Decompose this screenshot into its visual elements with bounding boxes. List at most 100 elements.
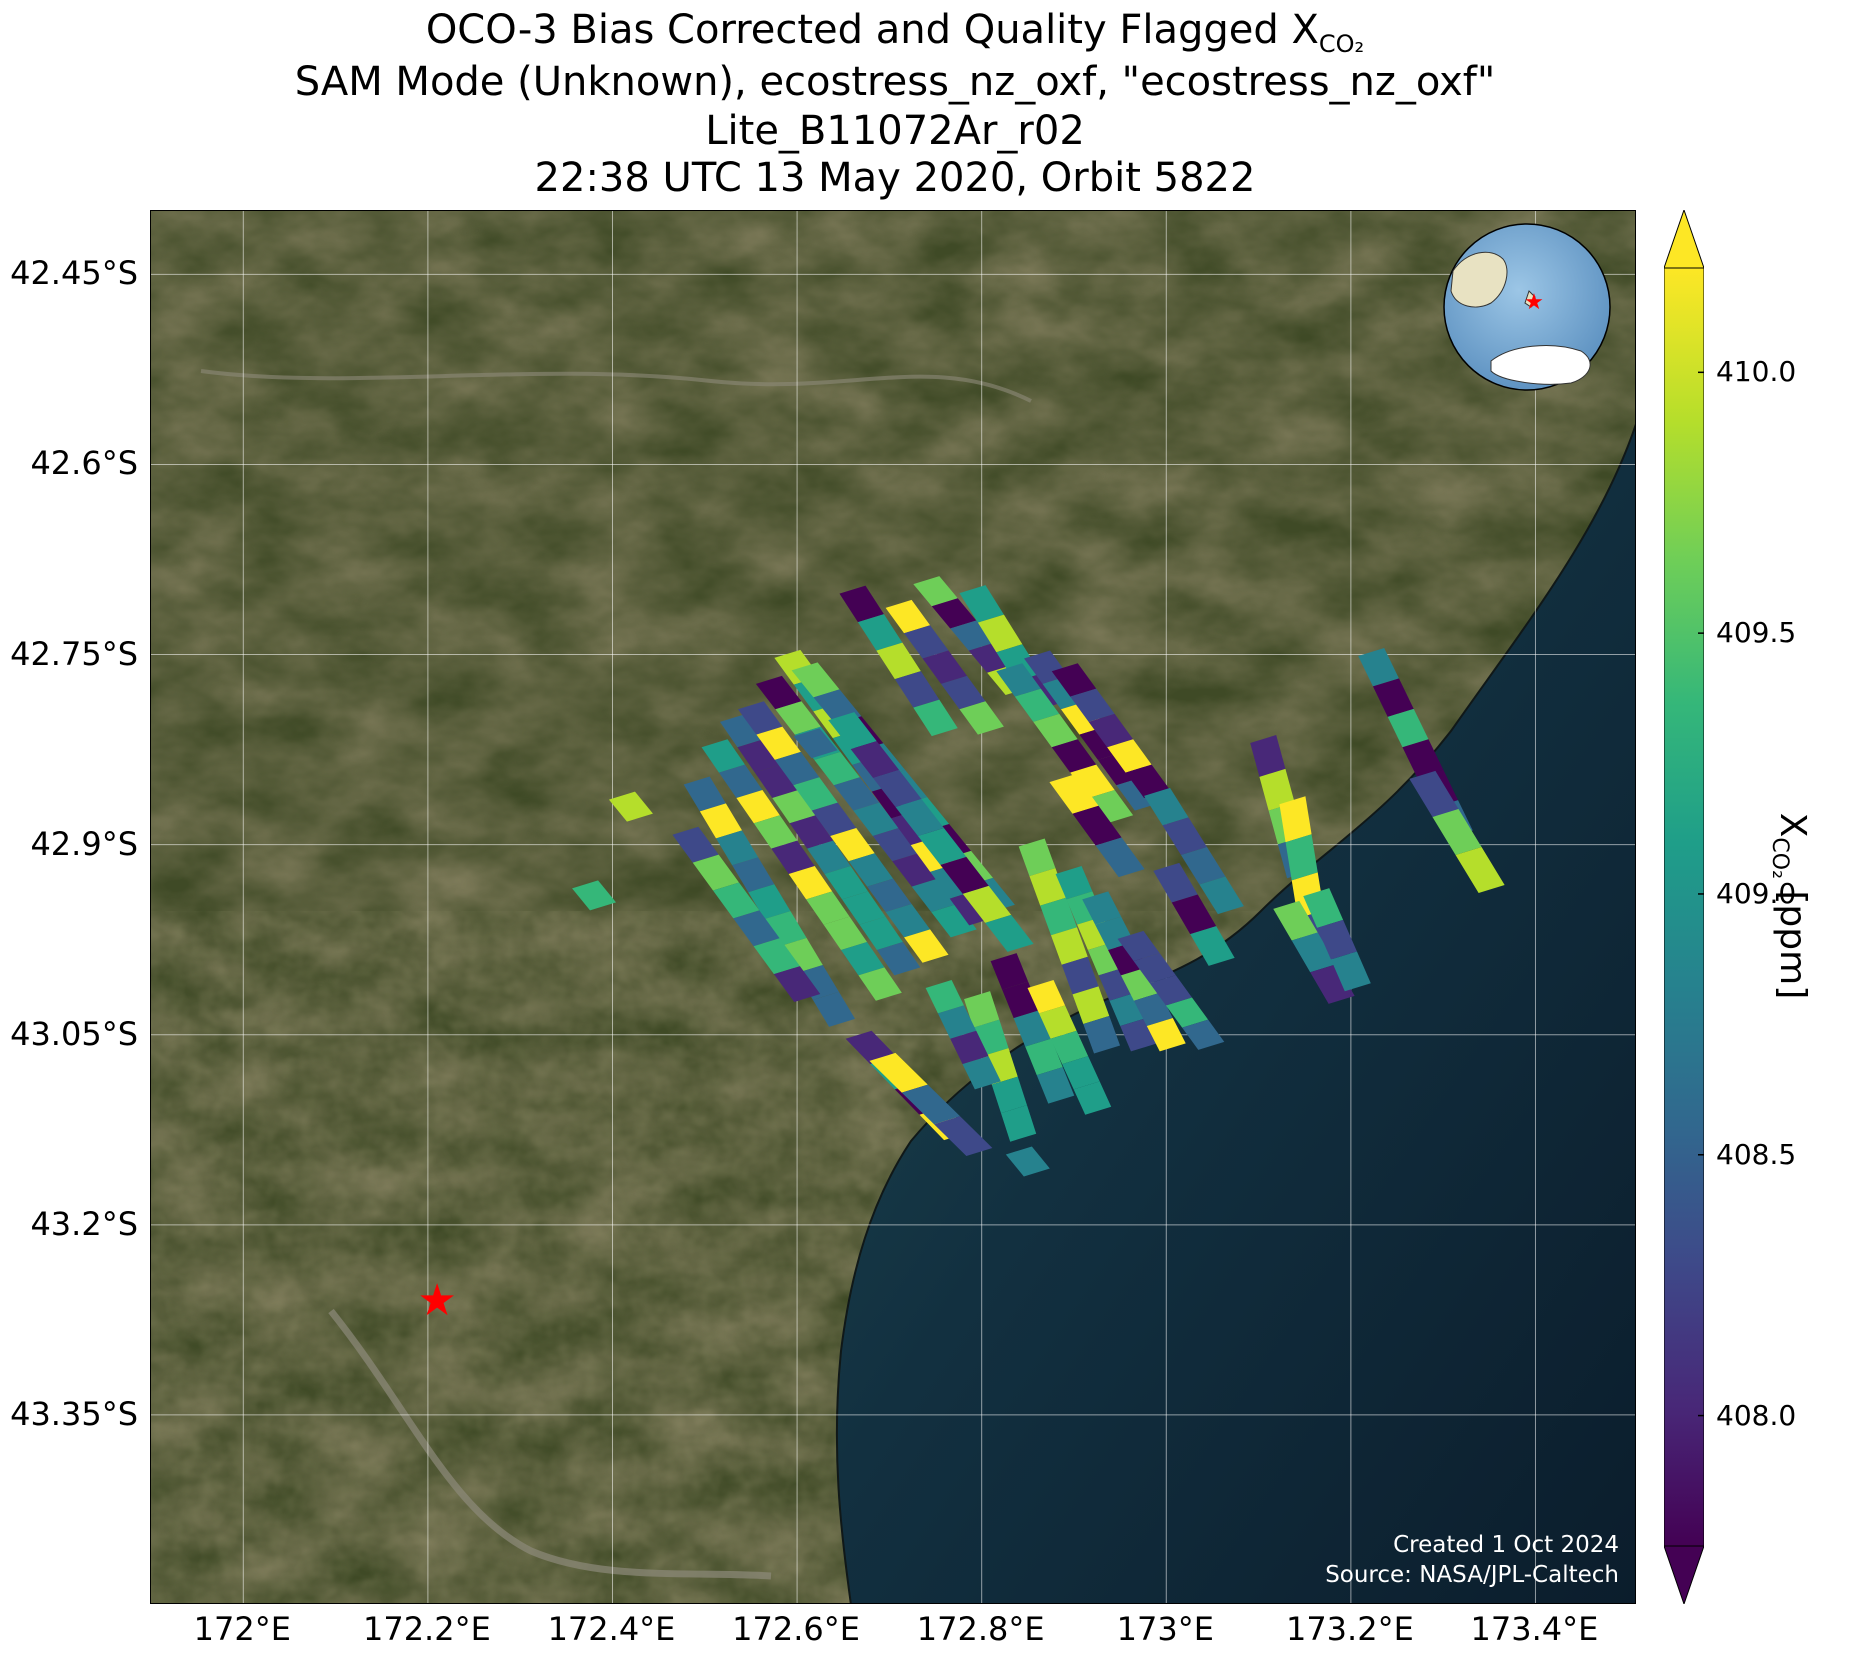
lat-tick-label: 43.35°S — [10, 1394, 138, 1433]
lon-tick-label: 172.2°E — [362, 1610, 491, 1648]
sounding-footprint — [833, 777, 880, 811]
sounding-footprint — [753, 938, 800, 975]
sounding-footprint — [962, 885, 1012, 923]
sounding-footprint — [1051, 739, 1097, 773]
sounding-footprint — [934, 1116, 993, 1156]
sounding-footprint — [1317, 919, 1357, 960]
sounding-footprint — [1330, 951, 1371, 992]
sounding-footprint — [756, 726, 801, 760]
sounding-footprint — [1050, 1030, 1089, 1065]
map-panel[interactable]: ★ ★ Created 1 Oct 2024 Source: NASA/JPL-… — [150, 210, 1636, 1604]
sounding-footprint — [876, 642, 921, 680]
sounding-footprint — [1279, 796, 1312, 843]
sounding-footprint — [1149, 975, 1192, 1006]
sounding-footprint — [1107, 739, 1152, 773]
sounding-footprint — [991, 1076, 1027, 1114]
sounding-footprint — [1039, 1005, 1077, 1039]
sounding-footprint — [1165, 997, 1209, 1028]
sounding-footprint — [788, 865, 833, 900]
sounding-footprint — [845, 1030, 897, 1065]
sounding-footprint — [1432, 808, 1482, 855]
lon-tick-label: 173.4°E — [1470, 1610, 1599, 1648]
sounding-footprint — [774, 751, 820, 786]
lon-tick-label: 173°E — [1116, 1610, 1214, 1648]
sounding-footprint — [1070, 688, 1115, 722]
sounding-footprint — [977, 614, 1023, 653]
sounding-footprint — [990, 953, 1029, 990]
sounding-footprint — [737, 701, 783, 735]
lon-tick-label: 172°E — [193, 1610, 291, 1648]
sounding-footprint — [867, 878, 912, 912]
sounding-footprint — [985, 914, 1034, 952]
sounding-footprint — [753, 815, 798, 849]
sounding-footprint — [1029, 868, 1067, 906]
sounding-footprint — [1025, 1038, 1063, 1076]
sounding-footprint — [959, 701, 1004, 735]
sounding-footprint — [1291, 932, 1337, 973]
sounding-footprint — [718, 764, 763, 798]
sounding-footprint — [748, 884, 791, 920]
sounding-footprint — [1036, 1067, 1075, 1104]
title-line-3: Lite_B11072Ar_r02 — [705, 108, 1085, 154]
sounding-footprint — [823, 916, 868, 951]
sounding-footprint — [1061, 956, 1099, 995]
lat-tick-label: 42.45°S — [10, 254, 138, 293]
sounding-footprint — [1070, 764, 1115, 798]
sounding-footprint — [1051, 663, 1097, 697]
sounding-footprint — [608, 791, 653, 822]
sounding-footprint — [904, 929, 949, 963]
sounding-footprint — [764, 911, 807, 947]
sounding-footprint — [1455, 846, 1505, 893]
sounding-footprint — [772, 789, 816, 824]
sounding-footprint — [895, 798, 944, 836]
sounding-footprint — [1182, 1019, 1225, 1050]
sounding-footprint — [793, 777, 838, 811]
globe-new-zealand — [1524, 290, 1536, 308]
sounding-footprint — [894, 671, 940, 708]
river — [328, 1308, 772, 1580]
sounding-footprint — [1303, 888, 1344, 928]
sounding-footprint — [830, 827, 875, 862]
sounding-footprint — [1014, 688, 1060, 722]
sounding-footprint — [780, 938, 823, 973]
sounding-footprint — [807, 840, 851, 874]
sounding-footprint — [857, 614, 903, 651]
sounding-footprint — [1033, 713, 1078, 748]
lon-tick-label: 172.6°E — [732, 1610, 860, 1648]
sounding-footprint — [842, 891, 886, 925]
sounding-footprint — [937, 1005, 977, 1039]
sounding-footprint — [572, 880, 617, 911]
sounding-footprint — [773, 966, 821, 1002]
sounding-footprint — [1180, 846, 1226, 885]
sounding-footprint — [1171, 894, 1217, 935]
sounding-footprint — [806, 891, 850, 925]
colorbar-extend-min — [1664, 1545, 1704, 1604]
sounding-footprint — [771, 840, 815, 874]
sounding-footprint — [1259, 768, 1295, 811]
sounding-footprint — [1125, 764, 1171, 798]
sounding-footprint — [737, 739, 781, 773]
sounding-footprint — [1000, 1105, 1037, 1142]
sounding-footprint — [683, 776, 726, 812]
lat-tick-label: 42.75°S — [10, 634, 138, 673]
sounding-footprint — [950, 620, 995, 651]
sounding-footprint — [672, 826, 719, 863]
river — [200, 369, 1032, 403]
lon-tick-label: 172.4°E — [547, 1610, 676, 1648]
sounding-footprint — [736, 789, 780, 824]
sounding-footprint — [789, 815, 834, 849]
sounding-footprint — [775, 701, 821, 735]
sounding-footprint — [959, 585, 1004, 623]
sounding-footprint — [1088, 789, 1134, 824]
lat-tick-label: 42.6°S — [30, 444, 138, 483]
sounding-footprint — [755, 675, 802, 710]
sounding-footprint — [873, 770, 922, 807]
target-star-icon: ★ — [417, 1275, 456, 1326]
sounding-footprint — [925, 980, 964, 1014]
sounding-footprint — [1190, 926, 1235, 966]
sounding-footprint — [931, 598, 977, 629]
sounding-footprint — [732, 857, 775, 893]
sounding-footprint — [904, 625, 949, 659]
sounding-footprint — [968, 642, 1014, 673]
sounding-footprint — [719, 713, 764, 748]
